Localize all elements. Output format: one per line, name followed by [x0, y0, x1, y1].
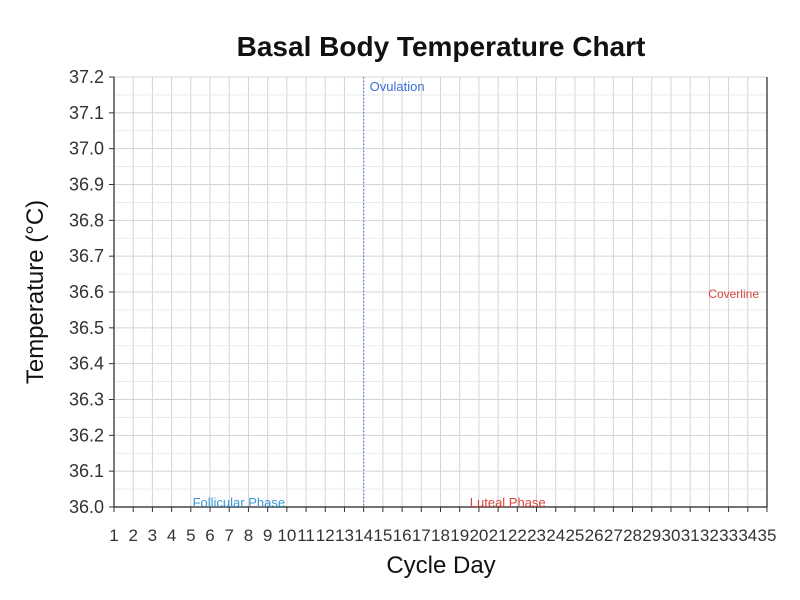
x-tick-label: 34: [738, 526, 757, 545]
x-tick-label: 24: [546, 526, 565, 545]
y-tick-label: 36.0: [69, 497, 104, 517]
y-axis-title: Temperature (°C): [22, 200, 49, 384]
x-tick-label: 11: [297, 526, 315, 545]
y-tick-label: 37.1: [69, 103, 104, 123]
y-tick-label: 36.5: [69, 318, 104, 338]
x-tick-label: 16: [393, 526, 412, 545]
ovulation-label: Ovulation: [370, 79, 425, 94]
y-tick-label: 36.7: [69, 246, 104, 266]
x-tick-label: 29: [642, 526, 661, 545]
y-tick-label: 37.2: [69, 67, 104, 87]
x-axis-title: Cycle Day: [386, 552, 495, 579]
x-tick-label: 31: [681, 526, 700, 545]
x-tick-label: 32: [700, 526, 719, 545]
y-tick-label: 36.8: [69, 210, 104, 230]
x-tick-label: 17: [412, 526, 431, 545]
x-tick-label: 3: [148, 526, 157, 545]
x-tick-label: 27: [604, 526, 623, 545]
annotations: Ovulation Coverline Follicular Phase Luteal…: [193, 79, 760, 510]
phase-label: Follicular Phase: [193, 495, 286, 510]
y-tick-label: 36.9: [69, 175, 104, 195]
x-tick-label: 18: [431, 526, 450, 545]
x-tick-label: 4: [167, 526, 176, 545]
x-tick-label: 9: [263, 526, 272, 545]
x-tick-label: 6: [205, 526, 214, 545]
x-tick-label: 20: [469, 526, 488, 545]
y-tick-label: 36.4: [69, 354, 104, 374]
x-tick-label: 22: [508, 526, 527, 545]
y-tick-label: 36.6: [69, 282, 104, 302]
y-tick-label: 36.3: [69, 390, 104, 410]
x-tick-label: 12: [316, 526, 335, 545]
x-tick-label: 14: [354, 526, 373, 545]
x-tick-label: 8: [244, 526, 253, 545]
x-tick-label: 7: [225, 526, 234, 545]
x-tick-label: 23: [527, 526, 546, 545]
x-tick-label: 2: [128, 526, 137, 545]
phase-label: Luteal Phase: [470, 495, 546, 510]
y-tick-label: 36.2: [69, 425, 104, 445]
x-tick-label: 26: [585, 526, 604, 545]
x-tick-label: 10: [277, 526, 296, 545]
x-tick-label: 21: [489, 526, 508, 545]
chart-title: Basal Body Temperature Chart: [237, 31, 646, 62]
x-tick-label: 1: [109, 526, 118, 545]
tick-labels: 36.0 36.1 36.2 36.3 36.4 36.5 36.6 36.7 36.8 36.9…: [69, 67, 777, 545]
x-tick-label: 13: [335, 526, 354, 545]
y-tick-label: 36.1: [69, 461, 104, 481]
x-tick-label: 30: [662, 526, 681, 545]
x-tick-label: 5: [186, 526, 195, 545]
x-tick-label: 28: [623, 526, 642, 545]
x-tick-label: 15: [373, 526, 392, 545]
x-tick-label: 19: [450, 526, 469, 545]
coverline-label: Coverline: [708, 287, 759, 301]
x-tick-label: 33: [719, 526, 738, 545]
x-tick-label: 25: [565, 526, 584, 545]
x-tick-label: 35: [758, 526, 777, 545]
y-tick-label: 37.0: [69, 139, 104, 159]
